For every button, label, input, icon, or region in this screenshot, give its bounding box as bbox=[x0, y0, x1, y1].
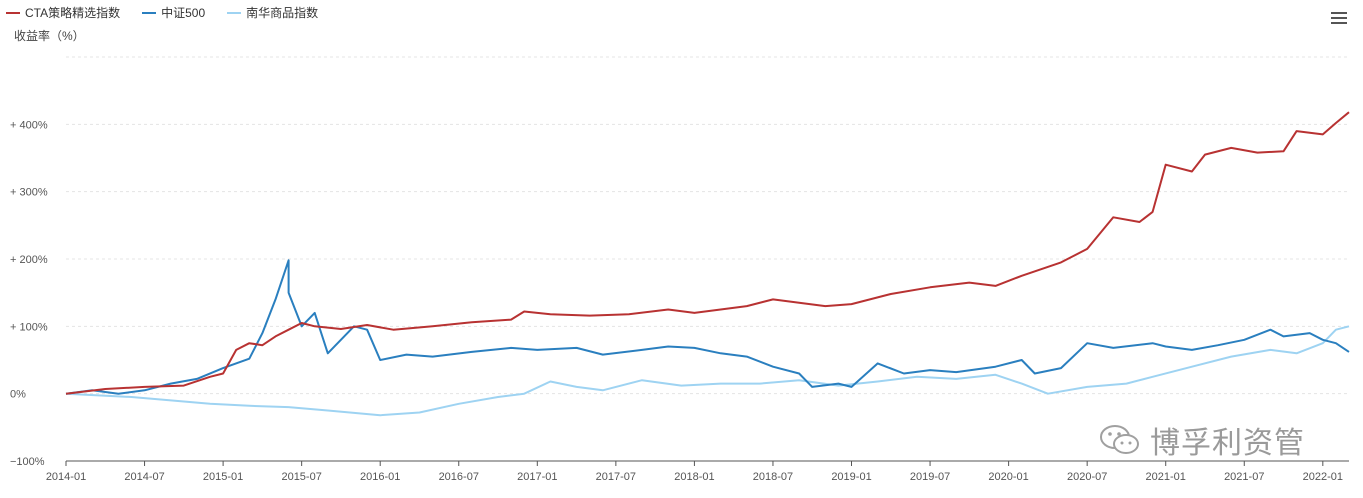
x-tick-label: 2017-07 bbox=[596, 471, 636, 483]
hamburger-menu-icon[interactable] bbox=[1331, 12, 1347, 24]
watermark-text: 博孚利资管 bbox=[1150, 427, 1305, 460]
wechat-icon bbox=[1100, 425, 1139, 454]
legend: CTA策略精选指数 中证500 南华商品指数 bbox=[6, 4, 318, 21]
x-tick-label: 2016-07 bbox=[439, 471, 479, 483]
series-line-2 bbox=[65, 325, 1350, 417]
legend-item-nanhua[interactable]: 南华商品指数 bbox=[227, 4, 318, 21]
x-tick-label: 2014-07 bbox=[124, 471, 164, 483]
x-tick-label: 2019-07 bbox=[910, 471, 950, 483]
x-axis: 2014-01 2014-07 2015-01 2015-07 2016-01 2016-… bbox=[46, 460, 1349, 483]
x-tick-label: 2018-01 bbox=[674, 471, 714, 483]
x-tick-label: 2022-01 bbox=[1303, 471, 1343, 483]
y-tick-label: −100% bbox=[10, 456, 45, 468]
y-axis-title: 收益率（%） bbox=[14, 29, 85, 43]
x-tick-label: 2019-01 bbox=[831, 471, 871, 483]
y-tick-label: + 200% bbox=[10, 254, 48, 266]
y-axis-ticks: + 400% + 300% + 200% + 100% 0% −100% bbox=[10, 119, 48, 468]
legend-swatch-csi500 bbox=[142, 11, 157, 14]
x-tick-label: 2021-01 bbox=[1146, 471, 1186, 483]
legend-label-nanhua: 南华商品指数 bbox=[246, 6, 319, 20]
x-tick-label: 2014-01 bbox=[46, 471, 86, 483]
x-tick-label: 2015-07 bbox=[281, 471, 321, 483]
x-tick-label: 2021-07 bbox=[1224, 471, 1264, 483]
legend-item-cta[interactable]: CTA策略精选指数 bbox=[6, 4, 120, 21]
series-line-0 bbox=[65, 111, 1350, 395]
legend-swatch-nanhua bbox=[227, 11, 242, 14]
y-tick-label: + 100% bbox=[10, 321, 48, 333]
x-tick-label: 2016-01 bbox=[360, 471, 400, 483]
legend-swatch-cta bbox=[6, 11, 20, 14]
legend-label-cta: CTA策略精选指数 bbox=[25, 6, 121, 20]
x-tick-label: 2020-01 bbox=[988, 471, 1028, 483]
legend-label-csi500: 中证500 bbox=[161, 6, 206, 20]
watermark: 博孚利资管 bbox=[1098, 418, 1305, 462]
y-tick-label: + 300% bbox=[10, 187, 48, 199]
x-tick-label: 2020-07 bbox=[1067, 471, 1107, 483]
x-tick-label: 2018-07 bbox=[753, 471, 793, 483]
gridlines bbox=[66, 56, 1349, 462]
x-tick-label: 2015-01 bbox=[203, 471, 243, 483]
y-tick-label: + 400% bbox=[10, 119, 48, 131]
series-line-1 bbox=[65, 259, 1350, 395]
series-lines bbox=[65, 111, 1350, 417]
x-tick-label: 2017-01 bbox=[517, 471, 557, 483]
y-tick-label: 0% bbox=[10, 389, 26, 401]
legend-item-csi500[interactable]: 中证500 bbox=[142, 4, 205, 21]
